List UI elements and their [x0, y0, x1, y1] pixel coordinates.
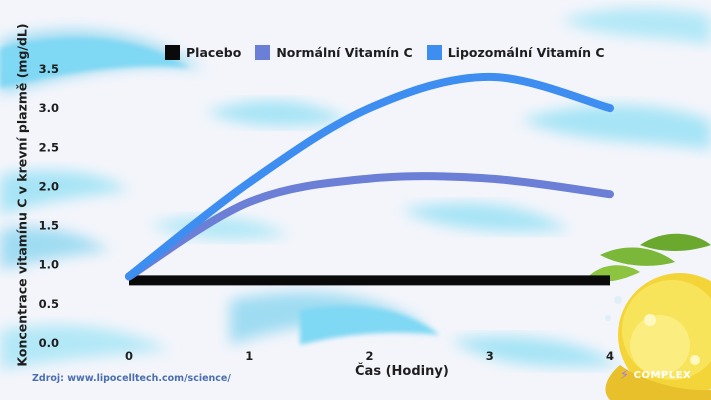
- legend-item-placebo: Placebo: [165, 45, 241, 60]
- y-tick-label: 2.5: [39, 140, 59, 154]
- y-axis-label: Koncentrace vitamínu C v krevní plazmě (…: [14, 23, 30, 367]
- legend: Placebo Normální Vitamín C Lipozomální V…: [165, 45, 605, 60]
- x-tick-label: 2: [365, 349, 373, 363]
- legend-item-normal: Normální Vitamín C: [255, 45, 413, 60]
- series-line-liposomal: [125, 72, 614, 281]
- brand-name: COMPLEX: [633, 370, 692, 381]
- y-tick-label: 3.5: [39, 62, 59, 76]
- y-axis-ticks: 0.0 0.5 1.0 1.5 2.0 2.5 3.0 3.5: [39, 62, 59, 350]
- brand-logo: ⚡ COMPLEX: [620, 368, 691, 383]
- series-line-normal: [125, 172, 614, 281]
- x-tick-label: 1: [245, 349, 253, 363]
- x-axis-label: Čas (Hodiny): [355, 364, 449, 379]
- source-link[interactable]: Zdroj: www.lipocelltech.com/science/: [32, 373, 231, 384]
- x-axis-ticks: 0 1 2 3 4: [125, 349, 614, 363]
- legend-label-liposomal: Lipozomální Vitamín C: [447, 45, 605, 60]
- y-tick-label: 3.0: [39, 101, 59, 115]
- x-tick-label: 0: [125, 349, 133, 363]
- legend-swatch-liposomal: [426, 45, 442, 60]
- lightning-icon: ⚡: [620, 368, 630, 383]
- cyan-streaks: [0, 8, 711, 370]
- legend-label-normal: Normální Vitamín C: [276, 45, 413, 60]
- series-lines: [125, 72, 614, 286]
- y-tick-label: 0.5: [39, 297, 59, 311]
- y-tick-label: 0.0: [39, 336, 59, 350]
- y-tick-label: 1.5: [39, 219, 59, 233]
- x-tick-label: 4: [606, 349, 614, 363]
- y-tick-label: 1.0: [39, 258, 59, 272]
- legend-item-liposomal: Lipozomální Vitamín C: [426, 45, 605, 60]
- legend-swatch-normal: [255, 45, 271, 60]
- x-tick-label: 3: [486, 349, 494, 363]
- lemon-illustration: [585, 233, 711, 400]
- legend-label-placebo: Placebo: [186, 45, 242, 60]
- legend-swatch-placebo: [165, 45, 180, 60]
- y-tick-label: 2.0: [39, 179, 59, 193]
